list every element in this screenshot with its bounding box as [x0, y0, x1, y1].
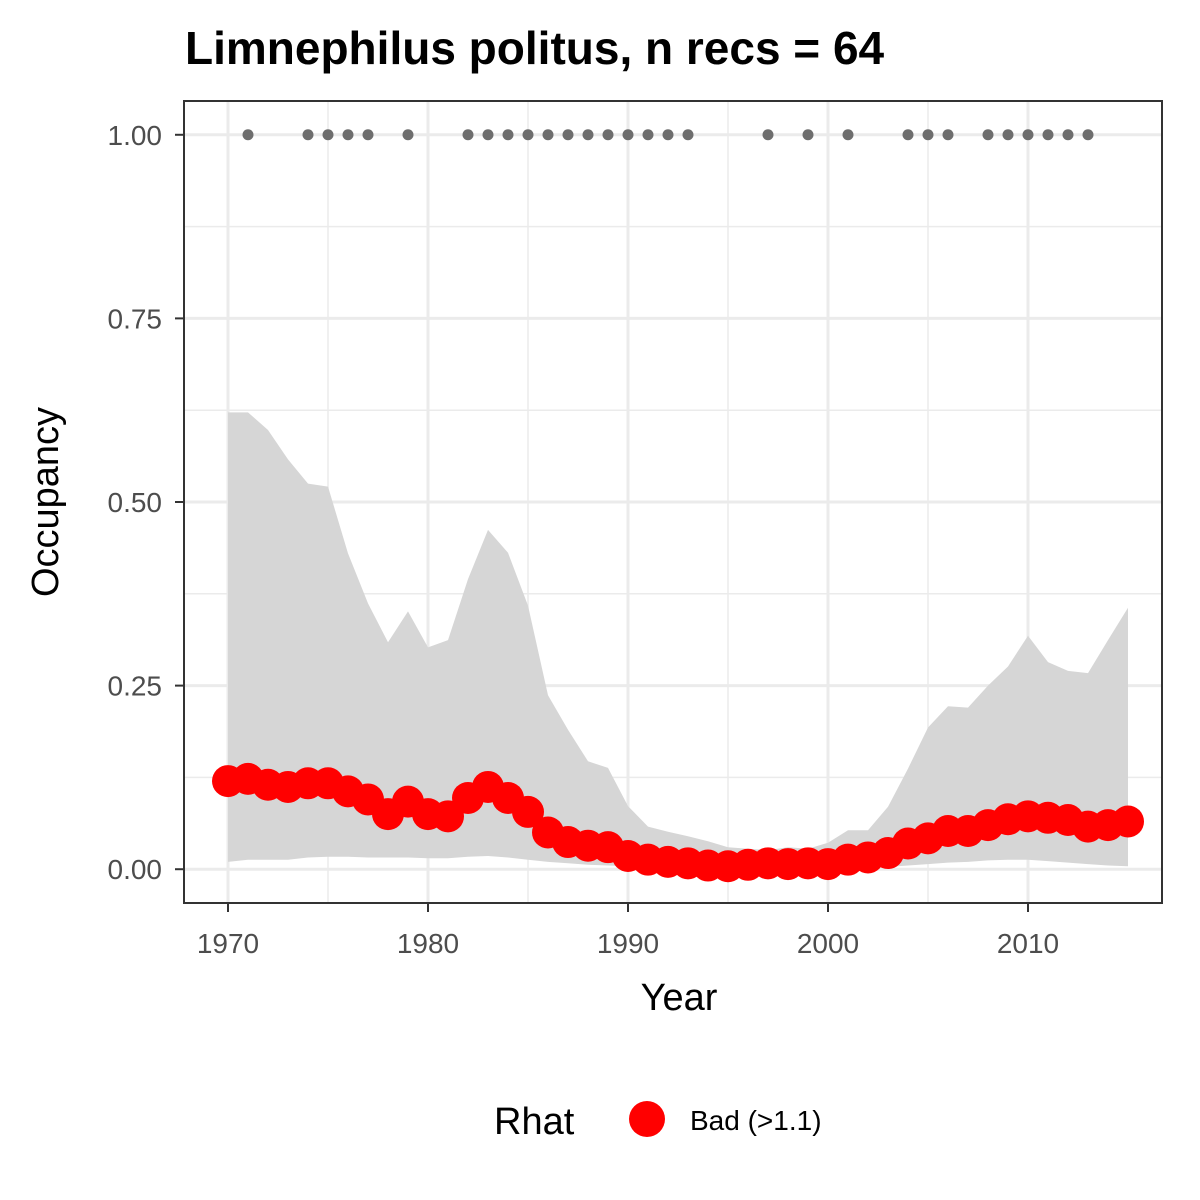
record-point: [562, 129, 574, 141]
legend-title: Rhat: [494, 1101, 575, 1143]
record-point: [462, 129, 474, 141]
chart-title: Limnephilus politus, n recs = 64: [185, 22, 885, 74]
confidence-ribbon: [228, 412, 1128, 869]
record-point: [842, 129, 854, 141]
legend-label-bad-rhat: Bad (>1.1): [690, 1105, 822, 1136]
record-point: [302, 129, 314, 141]
record-point: [942, 129, 954, 141]
record-point: [1022, 129, 1034, 141]
occupancy-points: [212, 762, 1144, 883]
record-point: [542, 129, 554, 141]
occupancy-point: [512, 795, 544, 828]
record-point: [642, 129, 654, 141]
x-tick-label: 1990: [597, 928, 659, 959]
y-tick-label: 0.75: [108, 303, 163, 334]
legend: Rhat Bad (>1.1): [494, 1101, 822, 1143]
record-point: [622, 129, 634, 141]
x-tick-label: 2000: [797, 928, 859, 959]
record-point: [902, 129, 914, 141]
record-point: [1062, 129, 1074, 141]
y-axis: 0.00 0.25 0.50 0.75 1.00: [108, 120, 184, 885]
record-point: [682, 129, 694, 141]
plot-panel: [183, 100, 1163, 904]
record-point: [1042, 129, 1054, 141]
y-tick-label: 0.50: [108, 487, 163, 518]
x-tick-label: 1980: [397, 928, 459, 959]
record-point: [482, 129, 494, 141]
record-point: [662, 129, 674, 141]
x-tick-label: 2010: [997, 928, 1059, 959]
y-axis-title: Occupancy: [25, 407, 67, 597]
record-point: [602, 129, 614, 141]
record-point: [242, 129, 254, 141]
record-point: [362, 129, 374, 141]
record-point: [582, 129, 594, 141]
record-point: [342, 129, 354, 141]
occupancy-point: [1112, 805, 1144, 838]
record-point: [922, 129, 934, 141]
legend-key-bad-rhat: [629, 1101, 665, 1137]
y-tick-label: 0.25: [108, 671, 163, 702]
x-axis-title: Year: [641, 977, 718, 1019]
record-point: [1082, 129, 1094, 141]
record-point: [1002, 129, 1014, 141]
x-axis: 1970 1980 1990 2000 2010: [197, 903, 1059, 959]
record-point: [522, 129, 534, 141]
record-point: [322, 129, 334, 141]
record-point: [762, 129, 774, 141]
record-point: [802, 129, 814, 141]
x-tick-label: 1970: [197, 928, 259, 959]
y-tick-label: 1.00: [108, 120, 163, 151]
y-tick-label: 0.00: [108, 854, 163, 885]
record-points: [242, 129, 1094, 141]
record-point: [502, 129, 514, 141]
record-point: [402, 129, 414, 141]
record-point: [982, 129, 994, 141]
